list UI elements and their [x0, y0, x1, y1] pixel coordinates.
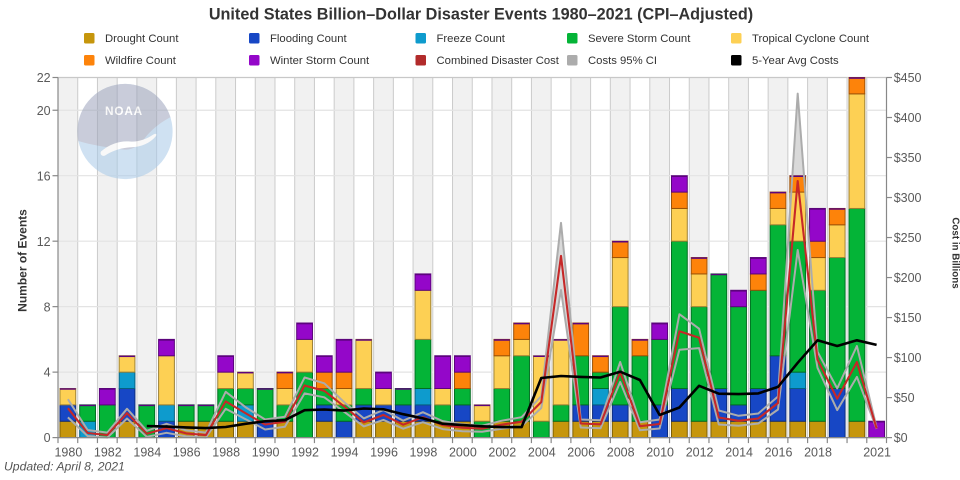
svg-text:$100: $100	[894, 351, 922, 365]
svg-text:16: 16	[37, 169, 51, 183]
svg-text:2010: 2010	[646, 445, 674, 459]
svg-text:2002: 2002	[488, 445, 516, 459]
svg-text:8: 8	[44, 300, 51, 314]
svg-text:1992: 1992	[291, 445, 319, 459]
svg-text:Freeze Count: Freeze Count	[437, 33, 506, 45]
svg-text:1996: 1996	[370, 445, 398, 459]
svg-text:Combined Disaster Cost: Combined Disaster Cost	[437, 55, 560, 67]
svg-text:$400: $400	[894, 111, 922, 125]
svg-text:Flooding Count: Flooding Count	[270, 33, 347, 45]
svg-text:2008: 2008	[607, 445, 635, 459]
svg-text:$450: $450	[894, 71, 922, 85]
svg-text:$300: $300	[894, 191, 922, 205]
svg-text:1998: 1998	[409, 445, 437, 459]
svg-text:Updated: April 8, 2021: Updated: April 8, 2021	[4, 459, 125, 473]
svg-text:Tropical Cyclone Count: Tropical Cyclone Count	[752, 33, 870, 45]
svg-text:1984: 1984	[133, 445, 161, 459]
svg-text:Winter Storm Count: Winter Storm Count	[270, 55, 370, 67]
svg-text:1988: 1988	[212, 445, 240, 459]
svg-text:4: 4	[44, 366, 51, 380]
svg-text:0: 0	[44, 431, 51, 445]
svg-text:22: 22	[37, 71, 51, 85]
svg-text:$250: $250	[894, 231, 922, 245]
svg-text:2018: 2018	[804, 445, 832, 459]
svg-text:Costs 95% CI: Costs 95% CI	[588, 55, 657, 67]
svg-text:NOAA: NOAA	[105, 104, 143, 118]
svg-text:Drought Count: Drought Count	[105, 33, 179, 45]
svg-text:1980: 1980	[54, 445, 82, 459]
svg-text:12: 12	[37, 235, 51, 249]
svg-text:2000: 2000	[449, 445, 477, 459]
svg-text:1990: 1990	[252, 445, 280, 459]
svg-text:2012: 2012	[686, 445, 714, 459]
svg-text:Wildfire Count: Wildfire Count	[105, 55, 177, 67]
svg-text:$50: $50	[894, 391, 915, 405]
svg-text:Cost in Billions: Cost in Billions	[950, 217, 960, 289]
svg-text:2004: 2004	[528, 445, 556, 459]
svg-text:1986: 1986	[173, 445, 201, 459]
svg-text:$200: $200	[894, 271, 922, 285]
svg-text:5-Year Avg Costs: 5-Year Avg Costs	[752, 55, 839, 67]
svg-text:2016: 2016	[765, 445, 793, 459]
svg-text:Severe Storm Count: Severe Storm Count	[588, 33, 691, 45]
svg-text:2021: 2021	[863, 445, 891, 459]
svg-text:$150: $150	[894, 311, 922, 325]
svg-text:United States Billion–Dollar D: United States Billion–Dollar Disaster Ev…	[209, 6, 753, 24]
svg-text:$350: $350	[894, 151, 922, 165]
svg-text:2006: 2006	[567, 445, 595, 459]
svg-text:1982: 1982	[94, 445, 122, 459]
svg-text:2014: 2014	[725, 445, 753, 459]
svg-text:20: 20	[37, 104, 51, 118]
svg-text:Number of Events: Number of Events	[16, 209, 30, 312]
svg-text:1994: 1994	[331, 445, 359, 459]
svg-text:$0: $0	[894, 431, 908, 445]
